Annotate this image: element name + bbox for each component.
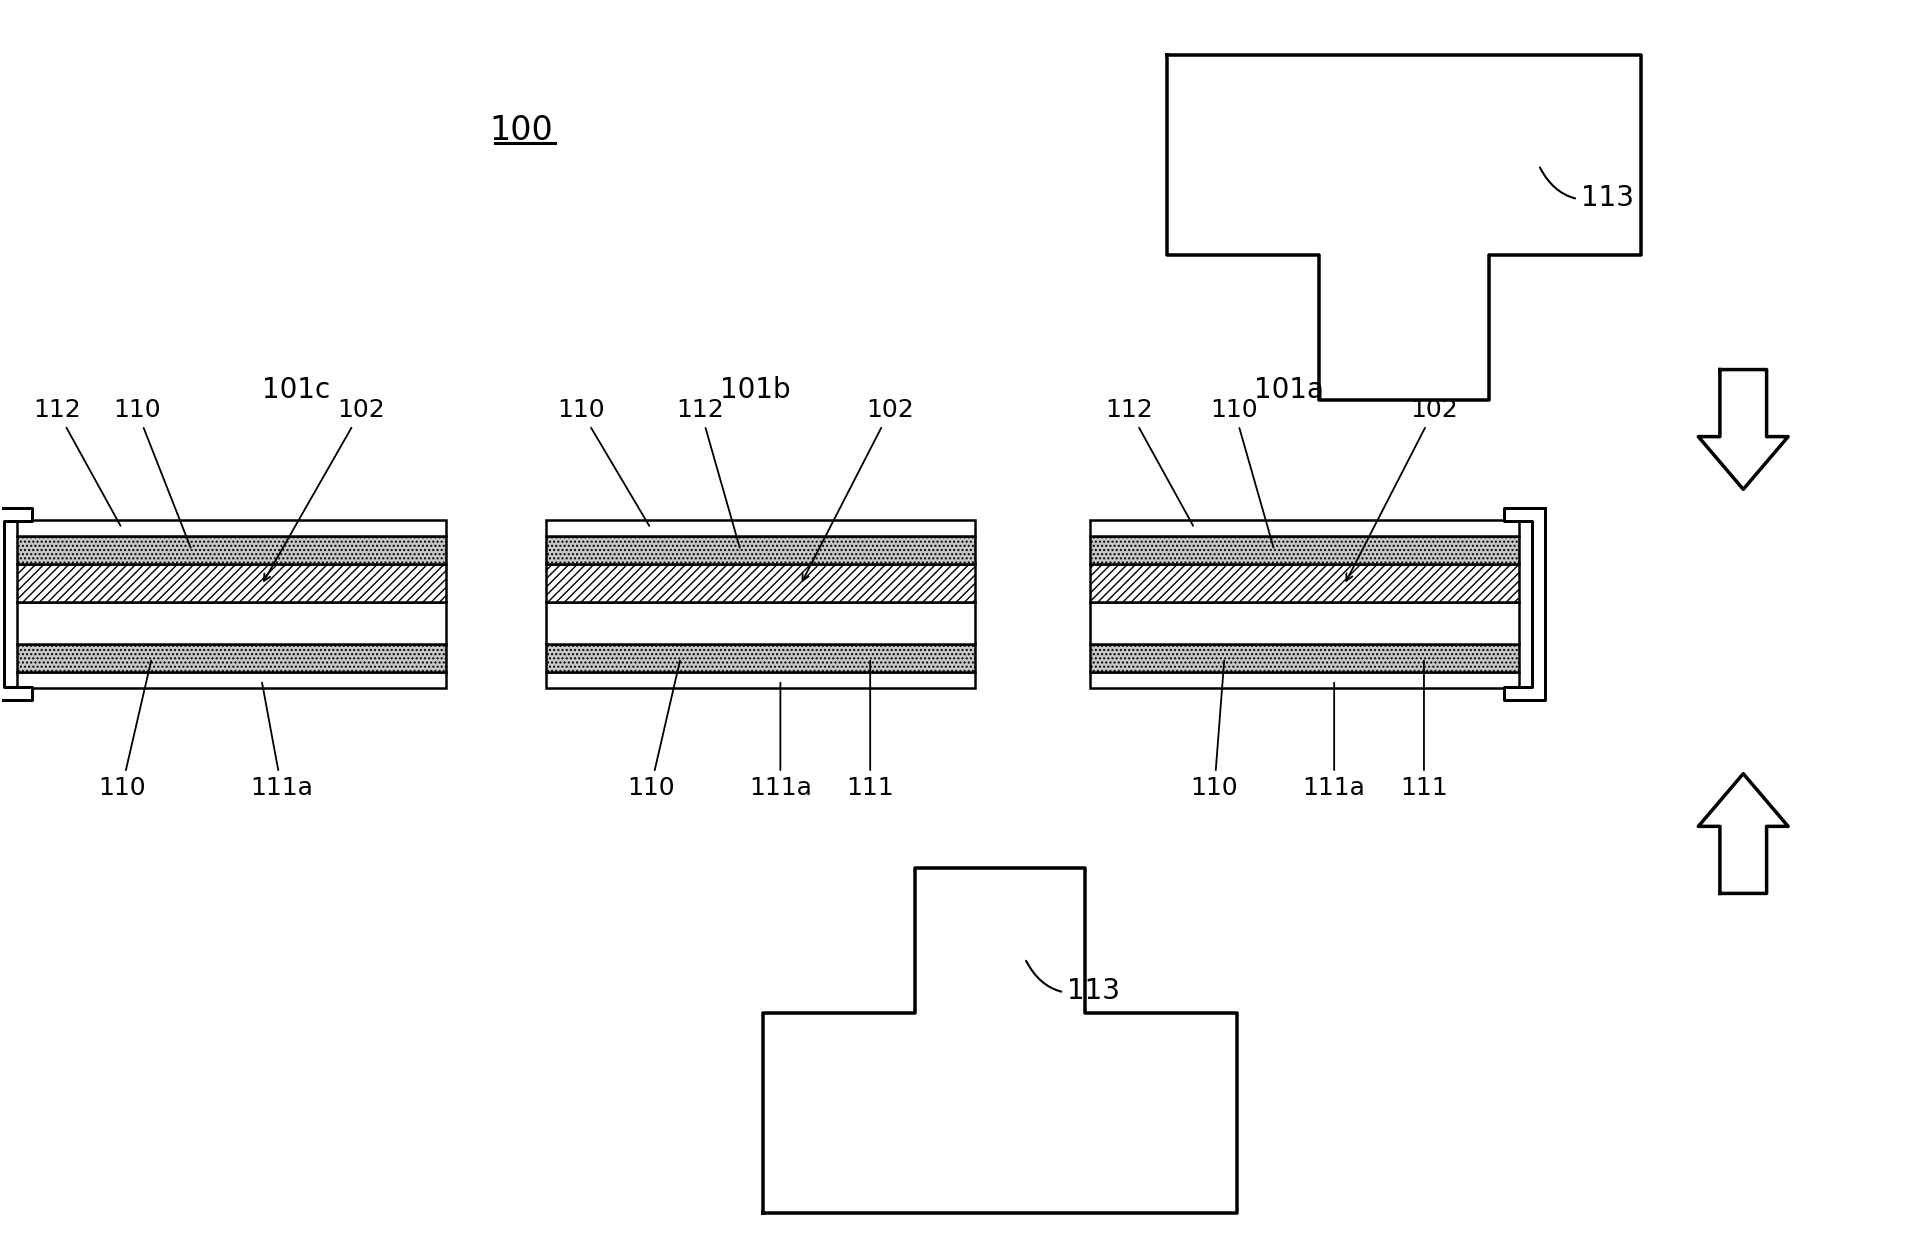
Polygon shape bbox=[0, 509, 32, 700]
Bar bbox=[545, 564, 974, 602]
Bar bbox=[17, 643, 446, 672]
Polygon shape bbox=[1699, 774, 1789, 894]
Text: 111a: 111a bbox=[1302, 682, 1365, 799]
Text: 110: 110 bbox=[627, 661, 681, 799]
Text: 113: 113 bbox=[1026, 961, 1119, 1005]
Bar bbox=[1089, 602, 1518, 643]
Polygon shape bbox=[1699, 370, 1789, 490]
Text: 110: 110 bbox=[557, 399, 648, 526]
Text: 111: 111 bbox=[847, 661, 894, 799]
Text: 110: 110 bbox=[97, 661, 151, 799]
Text: 101c: 101c bbox=[263, 375, 330, 404]
Text: 100: 100 bbox=[488, 113, 553, 146]
Text: 110: 110 bbox=[1211, 399, 1274, 548]
Bar bbox=[545, 520, 974, 536]
Text: 110: 110 bbox=[113, 399, 191, 548]
Text: 102: 102 bbox=[1346, 399, 1457, 580]
Text: 102: 102 bbox=[263, 399, 385, 580]
Bar bbox=[545, 602, 974, 643]
Text: 111a: 111a bbox=[250, 682, 313, 799]
Text: 101b: 101b bbox=[721, 375, 791, 404]
Bar bbox=[1089, 643, 1518, 672]
Bar bbox=[1089, 672, 1518, 687]
Bar bbox=[17, 520, 446, 536]
Text: 112: 112 bbox=[32, 399, 120, 526]
Text: 101a: 101a bbox=[1255, 375, 1323, 404]
Bar bbox=[545, 643, 974, 672]
Text: 111a: 111a bbox=[749, 682, 812, 799]
Text: 110: 110 bbox=[1190, 661, 1238, 799]
Polygon shape bbox=[763, 869, 1238, 1212]
Bar bbox=[17, 564, 446, 602]
Text: 113: 113 bbox=[1541, 167, 1634, 212]
Bar bbox=[1089, 564, 1518, 602]
Text: 112: 112 bbox=[677, 399, 740, 548]
Polygon shape bbox=[1505, 509, 1545, 700]
Bar bbox=[17, 536, 446, 564]
Bar bbox=[1089, 536, 1518, 564]
Text: 111: 111 bbox=[1400, 661, 1447, 799]
Bar bbox=[17, 672, 446, 687]
Bar bbox=[17, 602, 446, 643]
Text: 112: 112 bbox=[1106, 399, 1194, 526]
Bar bbox=[1089, 520, 1518, 536]
Polygon shape bbox=[1167, 55, 1642, 399]
Bar bbox=[545, 672, 974, 687]
Bar bbox=[545, 536, 974, 564]
Text: 102: 102 bbox=[803, 399, 913, 580]
